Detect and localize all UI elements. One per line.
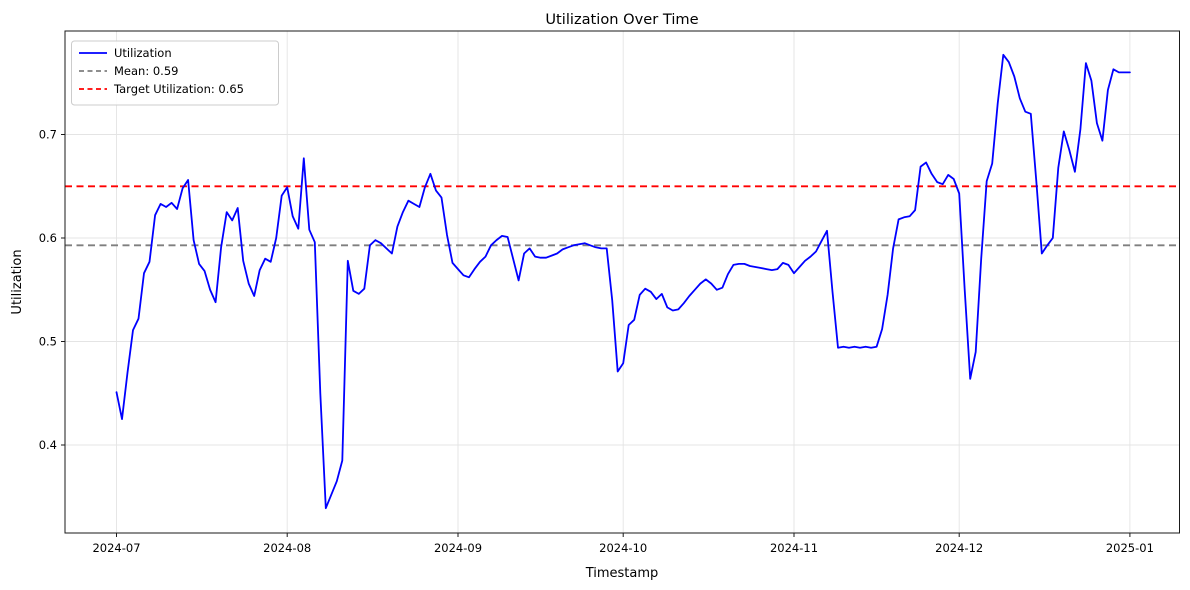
chart-title: Utilization Over Time: [545, 11, 698, 28]
y-tick-label: 0.5: [39, 335, 57, 349]
utilization-series-line: [115, 53, 1131, 510]
legend-label-utilization: Utilization: [114, 46, 172, 60]
plot-area-border: [64, 30, 1180, 534]
legend: Utilization Mean: 0.59 Target Utilizatio…: [71, 40, 279, 106]
y-tick-label: 0.7: [39, 128, 57, 142]
x-tick-label: 2024-10: [599, 541, 647, 555]
legend-label-target: Target Utilization: 0.65: [113, 82, 244, 96]
x-tick-label: 2024-07: [92, 541, 140, 555]
x-tick-label: 2024-09: [434, 541, 482, 555]
x-tick-label: 2024-12: [935, 541, 983, 555]
x-tick-label: 2024-08: [263, 541, 311, 555]
x-axis-label: Timestamp: [585, 566, 659, 581]
axis-layer: 2024-07 2024-08 2024-09 2024-10 2024-11 2024-…: [39, 128, 1154, 556]
grid-layer: [65, 31, 1180, 533]
legend-label-mean: Mean: 0.59: [114, 64, 178, 78]
series-layer: [65, 53, 1180, 510]
y-tick-label: 0.6: [39, 231, 57, 245]
x-tick-label: 2024-11: [770, 541, 818, 555]
y-tick-label: 0.4: [39, 438, 57, 452]
y-axis-label: Utilization: [10, 249, 25, 314]
x-tick-label: 2025-01: [1106, 541, 1154, 555]
legend-box: [71, 40, 279, 106]
